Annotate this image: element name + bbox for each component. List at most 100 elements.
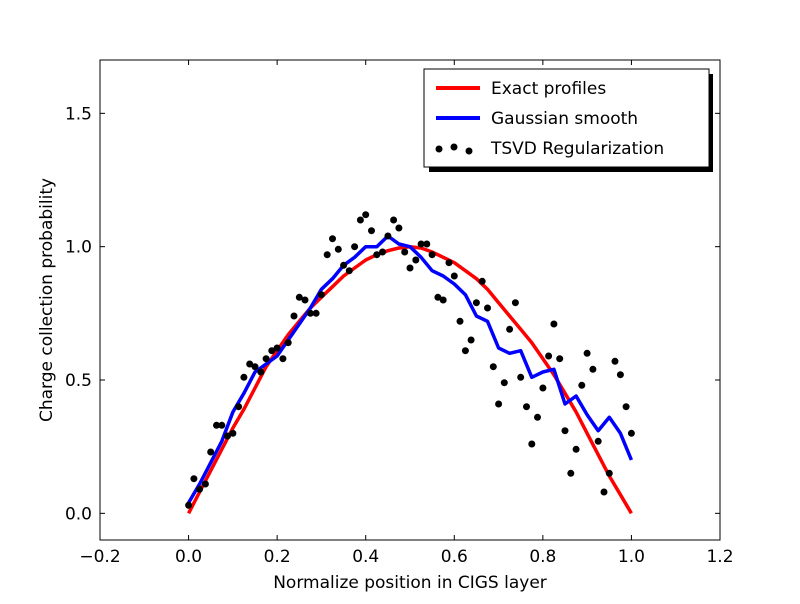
data-point-tsvd-regularization: [406, 264, 414, 272]
data-point-tsvd-regularization: [445, 259, 453, 267]
data-point-tsvd-regularization: [362, 211, 370, 219]
x-tick-label: 0.4: [352, 547, 379, 567]
data-point-tsvd-regularization: [489, 363, 497, 371]
data-point-tsvd-regularization: [506, 325, 514, 333]
legend: Exact profiles Gaussian smooth TSVD Regu…: [423, 68, 713, 172]
data-point-tsvd-regularization: [379, 248, 386, 256]
data-point-tsvd-regularization: [484, 304, 491, 312]
data-point-tsvd-regularization: [517, 373, 525, 381]
data-point-tsvd-regularization: [240, 373, 248, 381]
data-point-tsvd-regularization: [523, 403, 530, 411]
data-point-tsvd-regularization: [412, 256, 420, 264]
data-point-tsvd-regularization: [290, 312, 298, 320]
data-point-tsvd-regularization: [594, 437, 602, 445]
legend-label-exact: Exact profiles: [491, 79, 606, 99]
data-point-tsvd-regularization: [340, 261, 348, 269]
data-point-tsvd-regularization: [395, 224, 403, 232]
data-point-tsvd-regularization: [495, 400, 503, 408]
data-point-tsvd-regularization: [578, 381, 586, 389]
data-point-tsvd-regularization: [273, 344, 281, 352]
y-axis-label: Charge collection probability: [37, 178, 57, 422]
data-point-tsvd-regularization: [450, 272, 458, 280]
y-tick-label: 0.5: [65, 371, 92, 391]
x-tick-label: 0.6: [441, 547, 468, 567]
data-point-tsvd-regularization: [345, 267, 353, 275]
data-point-tsvd-regularization: [534, 413, 541, 421]
data-point-tsvd-regularization: [323, 251, 331, 259]
legend-label-gaussian: Gaussian smooth: [491, 109, 638, 129]
data-point-tsvd-regularization: [306, 309, 314, 317]
data-point-tsvd-regularization: [207, 448, 215, 456]
data-point-tsvd-regularization: [611, 357, 619, 365]
data-point-tsvd-regularization: [539, 384, 547, 392]
data-point-tsvd-regularization: [401, 248, 409, 256]
data-point-tsvd-regularization: [229, 429, 237, 437]
x-tick-label: 0.2: [264, 547, 291, 567]
data-point-tsvd-regularization: [417, 240, 425, 248]
data-point-tsvd-regularization: [467, 336, 475, 344]
data-point-tsvd-regularization: [550, 320, 558, 328]
plot-frame: [99, 59, 721, 541]
data-point-tsvd-regularization: [472, 299, 480, 307]
plot-content: [185, 211, 635, 515]
data-point-tsvd-regularization: [235, 403, 243, 411]
data-point-tsvd-regularization: [213, 421, 220, 429]
x-tick-label: 0.0: [175, 547, 202, 567]
data-point-tsvd-regularization: [262, 355, 270, 363]
x-tick-label: 1.2: [706, 547, 733, 567]
data-point-tsvd-regularization: [334, 245, 342, 253]
data-point-tsvd-regularization: [351, 243, 359, 251]
data-point-tsvd-regularization: [373, 251, 381, 259]
y-tick-label: 1.0: [65, 238, 92, 258]
data-point-tsvd-regularization: [423, 240, 431, 248]
data-point-tsvd-regularization: [528, 440, 536, 448]
data-point-tsvd-regularization: [284, 339, 292, 347]
data-point-tsvd-regularization: [600, 488, 608, 496]
data-point-tsvd-regularization: [317, 291, 325, 299]
data-point-tsvd-regularization: [279, 355, 287, 363]
data-point-tsvd-regularization: [545, 352, 553, 360]
legend-swatch-tsvd-dot: [450, 143, 458, 151]
data-point-tsvd-regularization: [589, 365, 597, 373]
data-point-tsvd-regularization: [384, 232, 392, 240]
data-point-tsvd-regularization: [439, 296, 447, 304]
y-tick-label: 1.5: [65, 104, 92, 124]
data-point-tsvd-regularization: [218, 421, 226, 429]
data-point-tsvd-regularization: [511, 299, 519, 307]
data-point-tsvd-regularization: [500, 379, 508, 387]
series-line-gaussian-smooth: [187, 234, 634, 504]
data-point-tsvd-regularization: [268, 347, 276, 355]
data-point-tsvd-regularization: [428, 251, 436, 259]
data-point-tsvd-regularization: [201, 480, 209, 488]
data-point-tsvd-regularization: [390, 216, 398, 224]
data-point-tsvd-regularization: [301, 296, 309, 304]
data-point-tsvd-regularization: [572, 445, 580, 453]
data-point-tsvd-regularization: [251, 363, 259, 371]
data-point-tsvd-regularization: [478, 277, 486, 285]
legend-swatch-tsvd-dot: [465, 147, 473, 155]
data-point-tsvd-regularization: [556, 355, 564, 363]
legend-label-tsvd: TSVD Regularization: [490, 139, 664, 159]
axis-ticks: −0.2 0.0 0.2 0.4 0.6 0.8 1.0 1.2 0.0 0.5 1.0 1.5: [65, 60, 734, 567]
series-line-exact-profiles: [187, 244, 633, 515]
data-point-tsvd-regularization: [257, 368, 265, 376]
x-tick-label: 1.0: [618, 547, 645, 567]
data-point-tsvd-regularization: [456, 317, 464, 325]
data-point-tsvd-regularization: [434, 293, 442, 301]
data-point-tsvd-regularization: [356, 216, 364, 224]
data-point-tsvd-regularization: [295, 293, 303, 301]
data-point-tsvd-regularization: [190, 475, 198, 483]
data-point-tsvd-regularization: [329, 235, 336, 243]
data-point-tsvd-regularization: [312, 309, 320, 317]
data-point-tsvd-regularization: [583, 349, 591, 357]
x-axis-label: Normalize position in CIGS layer: [273, 573, 547, 593]
data-point-tsvd-regularization: [185, 501, 193, 509]
data-point-tsvd-regularization: [224, 432, 231, 440]
data-point-tsvd-regularization: [246, 360, 254, 368]
data-point-tsvd-regularization: [196, 485, 204, 493]
legend-swatch-tsvd-dot: [435, 145, 443, 153]
data-point-tsvd-regularization: [622, 403, 630, 411]
data-point-tsvd-regularization: [561, 427, 569, 435]
